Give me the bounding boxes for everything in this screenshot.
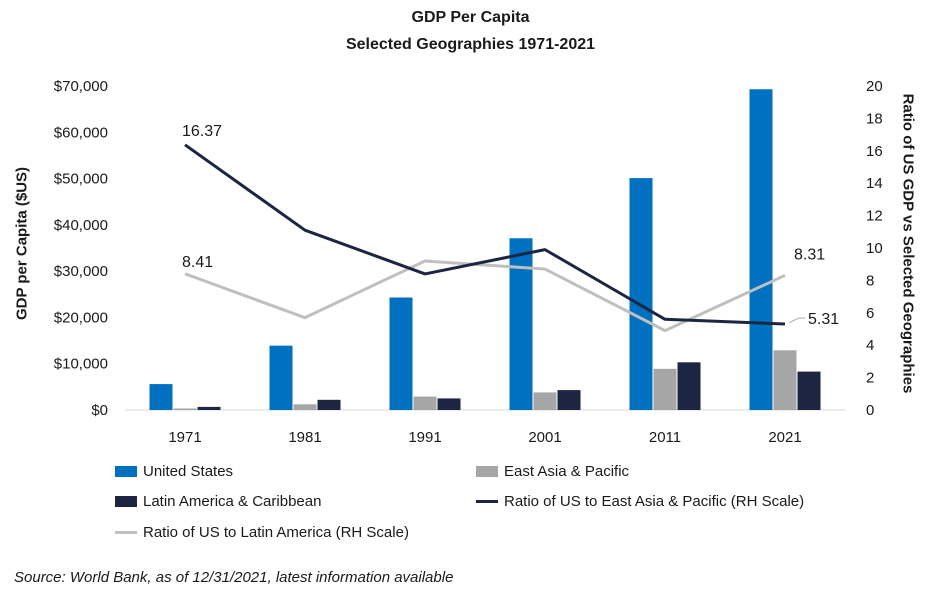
legend-swatch-east-asia (476, 466, 498, 477)
legend-swatch-united-states (115, 466, 137, 477)
bar-east-asia-pacific (773, 350, 797, 410)
y-tick-label: $40,000 (54, 217, 108, 234)
bar-united-states (629, 178, 653, 410)
y2-tick-label: 20 (866, 78, 883, 95)
y-tick-label: $0 (91, 402, 108, 419)
leader-line-5-31 (788, 317, 805, 324)
y-tick-label: $20,000 (54, 309, 108, 326)
data-label-ratio-east-asia-2021: 5.31 (808, 311, 839, 328)
x-tick-label: 1981 (288, 429, 321, 446)
y2-tick-label: 12 (866, 208, 883, 225)
legend-item-ratio-latin-america: Ratio of US to Latin America (RH Scale) (115, 524, 409, 541)
bar-east-asia-pacific (173, 408, 197, 410)
y2-tick-label: 2 (866, 370, 874, 387)
chart-title: GDP Per Capita (411, 9, 530, 26)
y2-tick-label: 16 (866, 143, 883, 160)
chart-subtitle: Selected Geographies 1971-2021 (345, 36, 596, 53)
x-tick-label: 2001 (528, 429, 561, 446)
bar-latin-america-caribbean (437, 398, 461, 410)
x-tick-label: 2021 (768, 429, 801, 446)
legend-swatch-latin-america (115, 496, 137, 507)
legend-item-latin-america: Latin America & Caribbean (115, 493, 321, 510)
data-label-ratio-latin-america-1971: 8.41 (182, 254, 213, 271)
legend-label-ratio-latin-america: Ratio of US to Latin America (RH Scale) (143, 524, 409, 541)
bar-east-asia-pacific (653, 368, 677, 410)
y-axis-title: GDP per Capita ($US) (13, 166, 31, 321)
x-tick-label: 2011 (649, 429, 681, 446)
bar-east-asia-pacific (293, 404, 317, 410)
y-tick-label: $50,000 (54, 171, 108, 188)
bar-united-states (269, 345, 293, 410)
source-note: Source: World Bank, as of 12/31/2021, la… (14, 569, 454, 586)
data-label-ratio-latin-america-2021: 8.31 (794, 246, 825, 263)
bar-east-asia-pacific (533, 392, 557, 410)
legend-label-east-asia: East Asia & Pacific (504, 463, 630, 480)
line-ratio-east-asia (184, 143, 786, 326)
legend-swatch-ratio-latin-america (115, 531, 137, 534)
legend-label-ratio-east-asia: Ratio of US to East Asia & Pacific (RH S… (504, 493, 805, 510)
legend-label-latin-america: Latin America & Caribbean (143, 493, 322, 510)
legend-swatch-ratio-east-asia (476, 500, 498, 503)
y2-tick-label: 6 (866, 305, 874, 322)
y2-tick-label: 10 (866, 240, 883, 257)
bar-latin-america-caribbean (797, 371, 821, 410)
bar-united-states (389, 297, 413, 410)
x-tick-label: 1971 (168, 429, 201, 446)
y2-tick-label: 18 (866, 110, 883, 127)
legend-item-ratio-east-asia: Ratio of US to East Asia & Pacific (RH S… (476, 493, 804, 510)
legend-label-united-states: United States (143, 463, 234, 480)
bar-united-states (149, 384, 173, 410)
y2-tick-label: 4 (866, 337, 874, 354)
bar-latin-america-caribbean (557, 390, 581, 410)
y2-axis-title: Ratio of US GDP vs Selected Geographies (899, 93, 917, 394)
y-tick-label: $30,000 (54, 263, 108, 280)
legend-item-united-states: United States (115, 463, 233, 480)
y2-tick-label: 0 (866, 402, 874, 419)
bar-latin-america-caribbean (317, 399, 341, 410)
y-tick-label: $70,000 (54, 78, 108, 95)
y2-tick-label: 8 (866, 272, 874, 289)
legend-item-east-asia: East Asia & Pacific (476, 463, 629, 480)
bar-latin-america-caribbean (197, 406, 221, 410)
bar-latin-america-caribbean (677, 362, 701, 410)
x-tick-label: 1991 (408, 429, 441, 446)
y-tick-label: $60,000 (54, 124, 108, 141)
data-label-ratio-east-asia-1971: 16.37 (182, 123, 222, 140)
y2-tick-label: 14 (866, 175, 883, 192)
bar-united-states (509, 238, 533, 410)
y-tick-label: $10,000 (54, 356, 108, 373)
bar-east-asia-pacific (413, 396, 437, 410)
bar-united-states (749, 89, 773, 411)
